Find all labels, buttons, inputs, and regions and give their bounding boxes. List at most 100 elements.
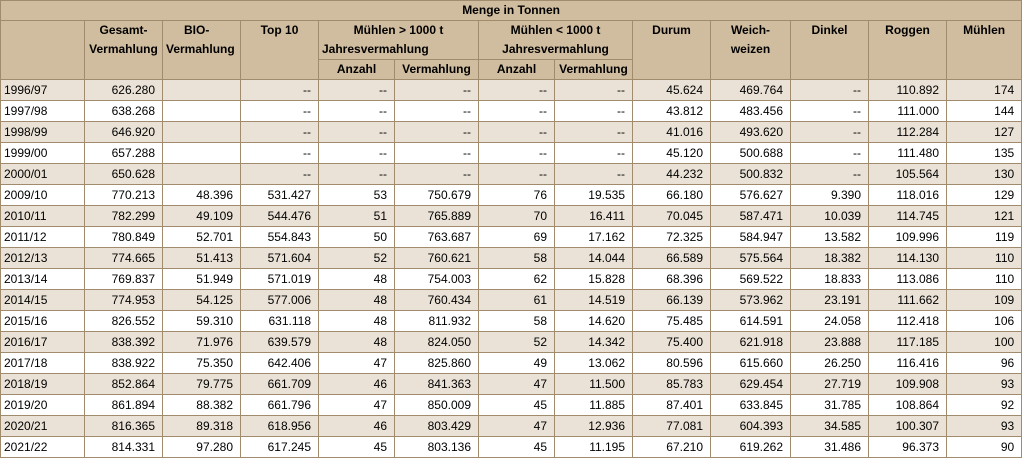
cell-dinkel: 9.390 bbox=[790, 184, 869, 206]
header-muehlen: Mühlen bbox=[945, 20, 1022, 80]
cell-gt-verm: 850.009 bbox=[394, 394, 479, 416]
table-row: 1997/98 638.268 -- -- -- -- -- 43.812 483.456 -- 1… bbox=[0, 100, 1022, 122]
cell-lt-anzahl: 49 bbox=[478, 352, 555, 374]
cell-bio: 51.413 bbox=[162, 247, 241, 269]
cell-gt-anzahl: -- bbox=[318, 163, 395, 185]
cell-muehlen: 93 bbox=[945, 373, 1022, 395]
cell-durum: 66.139 bbox=[632, 289, 711, 311]
cell-durum: 75.485 bbox=[632, 310, 711, 332]
cell-top10: 531.427 bbox=[240, 184, 319, 206]
cell-weich: 633.845 bbox=[710, 394, 791, 416]
cell-gt-anzahl: 53 bbox=[318, 184, 395, 206]
cell-gt-verm: 763.687 bbox=[394, 226, 479, 248]
cell-dinkel: -- bbox=[790, 100, 869, 122]
cell-dinkel: 26.250 bbox=[790, 352, 869, 374]
cell-gt-anzahl: -- bbox=[318, 100, 395, 122]
cell-gt-verm: 765.889 bbox=[394, 205, 479, 227]
cell-durum: 43.812 bbox=[632, 100, 711, 122]
cell-top10: 639.579 bbox=[240, 331, 319, 353]
cell-lt-verm: 14.519 bbox=[554, 289, 633, 311]
cell-muehlen: 130 bbox=[945, 163, 1022, 185]
table-row: 2009/10 770.213 48.396 531.427 53 750.679 76 19… bbox=[0, 184, 1022, 206]
cell-lt-anzahl: 70 bbox=[478, 205, 555, 227]
header-lt-vermahlung: Vermahlung bbox=[554, 59, 633, 80]
cell-bio: 79.775 bbox=[162, 373, 241, 395]
cell-top10: 661.709 bbox=[240, 373, 319, 395]
cell-bio: 71.976 bbox=[162, 331, 241, 353]
cell-gt-verm: -- bbox=[394, 121, 479, 143]
cell-gt-anzahl: -- bbox=[318, 121, 395, 143]
cell-weich: 500.688 bbox=[710, 142, 791, 164]
cell-year: 2012/13 bbox=[0, 247, 85, 269]
table-title: Menge in Tonnen bbox=[0, 0, 1022, 21]
cell-muehlen: 174 bbox=[945, 79, 1022, 101]
cell-gt-verm: -- bbox=[394, 163, 479, 185]
cell-roggen: 117.185 bbox=[868, 331, 947, 353]
cell-gt-verm: 760.434 bbox=[394, 289, 479, 311]
table-row: 2015/16 826.552 59.310 631.118 48 811.932 58 14… bbox=[0, 310, 1022, 332]
header-gt-vermahlung: Vermahlung bbox=[394, 59, 479, 80]
cell-top10: -- bbox=[240, 79, 319, 101]
cell-gt-verm: 841.363 bbox=[394, 373, 479, 395]
cell-lt-anzahl: 58 bbox=[478, 310, 555, 332]
cell-roggen: 111.662 bbox=[868, 289, 947, 311]
cell-bio: 59.310 bbox=[162, 310, 241, 332]
cell-gesamt: 838.922 bbox=[84, 352, 163, 374]
header-top10: Top 10 bbox=[240, 20, 319, 80]
cell-gesamt: 861.894 bbox=[84, 394, 163, 416]
header-year bbox=[0, 20, 85, 80]
cell-lt-anzahl: 52 bbox=[478, 331, 555, 353]
cell-dinkel: 10.039 bbox=[790, 205, 869, 227]
table-row: 2019/20 861.894 88.382 661.796 47 850.009 45 11… bbox=[0, 394, 1022, 416]
cell-top10: 577.006 bbox=[240, 289, 319, 311]
header-muehlen-gt-1000: Mühlen > 1000 t Jahresvermahlung bbox=[318, 20, 479, 60]
cell-bio: 75.350 bbox=[162, 352, 241, 374]
cell-muehlen: 135 bbox=[945, 142, 1022, 164]
cell-gt-anzahl: 47 bbox=[318, 352, 395, 374]
cell-lt-anzahl: -- bbox=[478, 79, 555, 101]
cell-weich: 629.454 bbox=[710, 373, 791, 395]
cell-year: 2018/19 bbox=[0, 373, 85, 395]
cell-gesamt: 657.288 bbox=[84, 142, 163, 164]
cell-weich: 575.564 bbox=[710, 247, 791, 269]
cell-weich: 584.947 bbox=[710, 226, 791, 248]
cell-bio: 52.701 bbox=[162, 226, 241, 248]
cell-gt-anzahl: 48 bbox=[318, 331, 395, 353]
cell-lt-verm: 14.044 bbox=[554, 247, 633, 269]
cell-gesamt: 770.213 bbox=[84, 184, 163, 206]
cell-gt-anzahl: 50 bbox=[318, 226, 395, 248]
cell-bio bbox=[162, 100, 241, 122]
cell-gt-verm: -- bbox=[394, 142, 479, 164]
cell-gt-anzahl: -- bbox=[318, 79, 395, 101]
cell-lt-anzahl: 47 bbox=[478, 415, 555, 437]
cell-dinkel: -- bbox=[790, 163, 869, 185]
cell-gt-verm: 754.003 bbox=[394, 268, 479, 290]
cell-lt-verm: 14.620 bbox=[554, 310, 633, 332]
cell-roggen: 105.564 bbox=[868, 163, 947, 185]
cell-durum: 85.783 bbox=[632, 373, 711, 395]
header-muehlen-lt-1000: Mühlen < 1000 t Jahresvermahlung bbox=[478, 20, 633, 60]
cell-lt-verm: 15.828 bbox=[554, 268, 633, 290]
cell-lt-verm: 11.885 bbox=[554, 394, 633, 416]
cell-lt-verm: 19.535 bbox=[554, 184, 633, 206]
table-row: 2017/18 838.922 75.350 642.406 47 825.860 49 13… bbox=[0, 352, 1022, 374]
cell-bio: 51.949 bbox=[162, 268, 241, 290]
cell-bio: 88.382 bbox=[162, 394, 241, 416]
cell-gt-verm: -- bbox=[394, 79, 479, 101]
cell-gesamt: 638.268 bbox=[84, 100, 163, 122]
cell-muehlen: 144 bbox=[945, 100, 1022, 122]
cell-lt-anzahl: -- bbox=[478, 163, 555, 185]
cell-muehlen: 100 bbox=[945, 331, 1022, 353]
cell-lt-anzahl: 76 bbox=[478, 184, 555, 206]
cell-top10: 631.118 bbox=[240, 310, 319, 332]
cell-lt-verm: -- bbox=[554, 121, 633, 143]
cell-durum: 70.045 bbox=[632, 205, 711, 227]
cell-top10: 571.019 bbox=[240, 268, 319, 290]
cell-durum: 41.016 bbox=[632, 121, 711, 143]
cell-year: 1998/99 bbox=[0, 121, 85, 143]
cell-lt-verm: 11.500 bbox=[554, 373, 633, 395]
cell-muehlen: 93 bbox=[945, 415, 1022, 437]
cell-muehlen: 119 bbox=[945, 226, 1022, 248]
cell-weich: 604.393 bbox=[710, 415, 791, 437]
table-row: 2020/21 816.365 89.318 618.956 46 803.429 47 12… bbox=[0, 415, 1022, 437]
